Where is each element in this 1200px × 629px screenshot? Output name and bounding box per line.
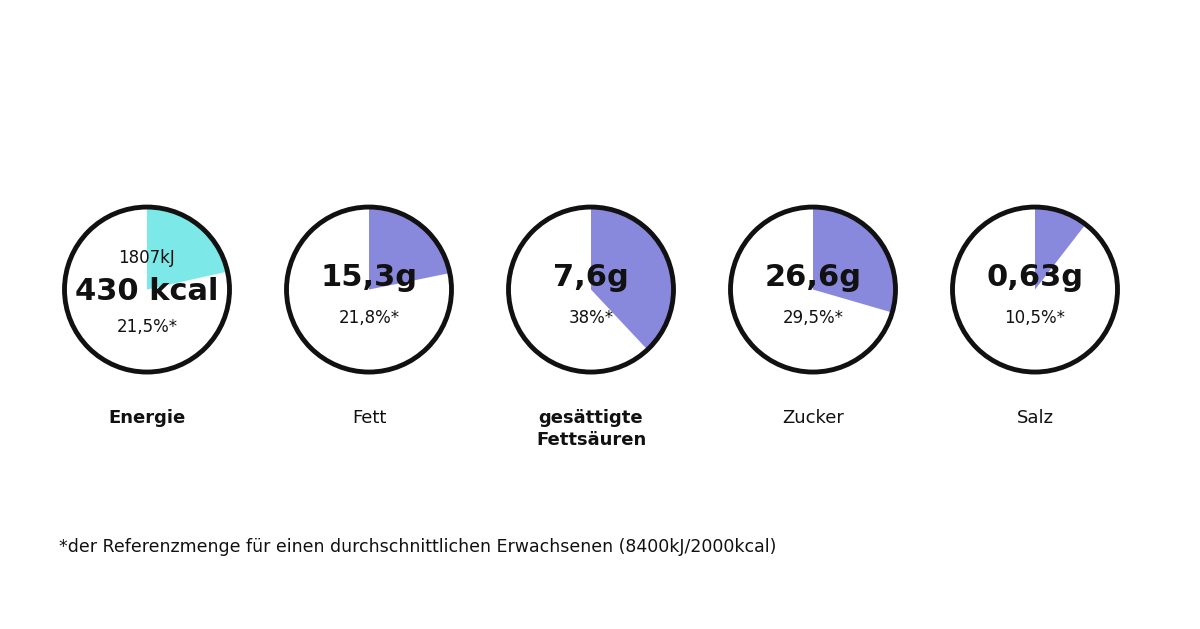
Text: gesättigte
Fettsäuren: gesättigte Fettsäuren	[536, 409, 646, 449]
Text: Energie: Energie	[108, 409, 186, 427]
Text: 1807kJ: 1807kJ	[119, 249, 175, 267]
Text: Salz: Salz	[1016, 409, 1054, 427]
Text: 7,6g: 7,6g	[553, 263, 629, 292]
Wedge shape	[592, 209, 672, 348]
Wedge shape	[814, 209, 894, 312]
Wedge shape	[370, 209, 449, 289]
Wedge shape	[1034, 209, 1085, 289]
Text: 430 kcal: 430 kcal	[76, 277, 218, 306]
Text: Zucker: Zucker	[782, 409, 844, 427]
Text: Fett: Fett	[352, 409, 386, 427]
Text: 38%*: 38%*	[569, 309, 613, 328]
Text: PRO 100g: PRO 100g	[516, 55, 684, 84]
Text: 26,6g: 26,6g	[764, 263, 862, 292]
Text: *der Referenzmenge für einen durchschnittlichen Erwachsenen (8400kJ/2000kcal): *der Referenzmenge für einen durchschnit…	[59, 538, 776, 556]
Text: 0,63g: 0,63g	[986, 263, 1084, 292]
Text: 15,3g: 15,3g	[320, 263, 418, 292]
Text: 21,5%*: 21,5%*	[116, 318, 178, 336]
Text: 21,8%*: 21,8%*	[338, 309, 400, 328]
Wedge shape	[148, 209, 226, 289]
Text: 10,5%*: 10,5%*	[1004, 309, 1066, 328]
Text: 29,5%*: 29,5%*	[782, 309, 844, 328]
